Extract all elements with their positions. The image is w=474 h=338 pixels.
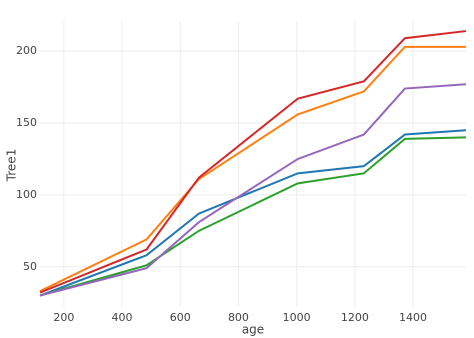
- y-axis-title: Tree1: [5, 149, 19, 183]
- y-tick-label: 150: [16, 116, 37, 129]
- x-tick-label: 1400: [399, 311, 427, 324]
- y-tick-label: 200: [16, 44, 37, 57]
- x-axis-title: age: [242, 323, 264, 337]
- line-series: [39, 30, 467, 294]
- x-tick-label: 1200: [341, 311, 369, 324]
- x-tick-label: 600: [170, 311, 191, 324]
- x-tick-label: 400: [112, 311, 133, 324]
- y-tick-label: 50: [23, 260, 37, 273]
- line-series: [39, 83, 467, 297]
- x-tick-label: 200: [53, 311, 74, 324]
- x-tick-label: 1000: [283, 311, 311, 324]
- x-tick-label: 800: [228, 311, 249, 324]
- line-series: [39, 129, 467, 297]
- line-series: [39, 45, 466, 293]
- line-series: [39, 136, 467, 297]
- y-tick-label: 100: [16, 188, 37, 201]
